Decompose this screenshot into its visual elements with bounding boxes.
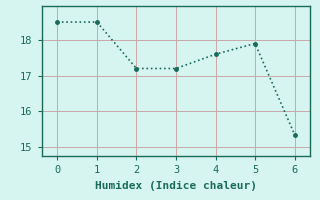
X-axis label: Humidex (Indice chaleur): Humidex (Indice chaleur) — [95, 181, 257, 191]
